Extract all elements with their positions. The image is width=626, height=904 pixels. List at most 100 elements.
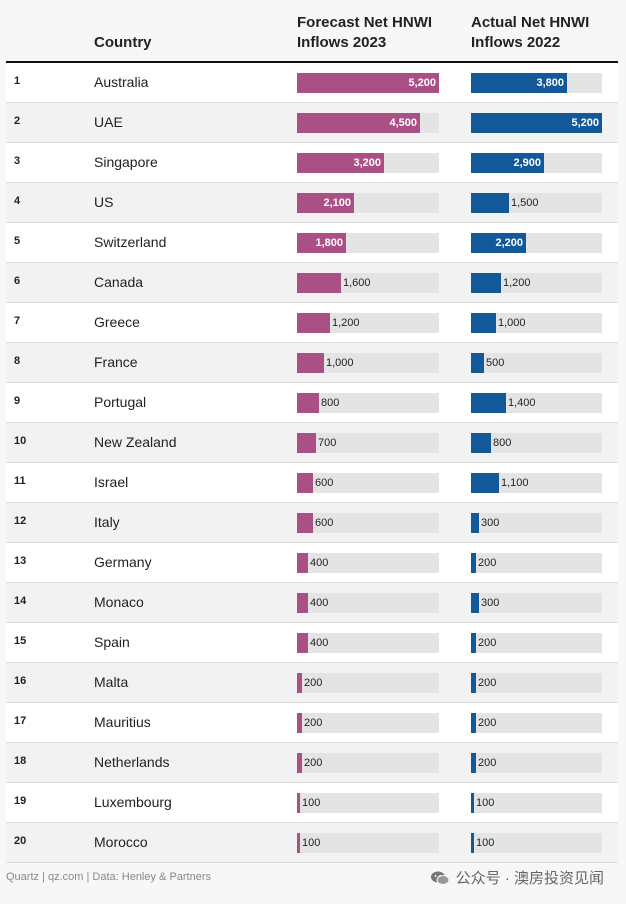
forecast-bar-track: 1,200 [297,313,439,333]
data-table: 1 Australia 5,200 3,800 2 UAE 4,500 5,200 3 Singa… [6,63,618,863]
forecast-bar [297,793,300,813]
rank-label: 12 [14,515,27,527]
actual-bar [471,713,476,733]
forecast-bar [297,233,346,253]
forecast-value-label: 200 [304,677,323,689]
actual-value-label: 5,200 [571,117,599,129]
actual-bar-track: 800 [471,433,602,453]
actual-value-label: 200 [478,637,497,649]
actual-bar [471,433,491,453]
actual-value-label: 800 [493,437,512,449]
table-row: 17 Mauritius 200 200 [6,703,618,743]
source-credit: Quartz | qz.com | Data: Henley & Partner… [6,871,212,883]
forecast-bar [297,833,300,853]
rank-label: 7 [14,315,21,327]
actual-bar [471,633,476,653]
actual-bar-track: 300 [471,513,602,533]
actual-bar-track: 300 [471,593,602,613]
actual-value-label: 200 [478,677,497,689]
country-label: New Zealand [94,434,177,450]
rank-label: 8 [14,355,21,367]
forecast-bar [297,553,308,573]
country-column-header: Country [94,34,152,51]
forecast-bar-track: 5,200 [297,73,439,93]
table-row: 15 Spain 400 200 [6,623,618,663]
country-label: Netherlands [94,754,170,770]
table-row: 14 Monaco 400 300 [6,583,618,623]
country-label: Germany [94,554,152,570]
forecast-bar-track: 1,000 [297,353,439,373]
table-row: 7 Greece 1,200 1,000 [6,303,618,343]
forecast-header-line1: Forecast Net HNWI [297,14,433,31]
table-row: 6 Canada 1,600 1,200 [6,263,618,303]
country-label: Morocco [94,834,148,850]
actual-bar [471,113,602,133]
actual-value-label: 300 [481,597,500,609]
rank-label: 11 [14,475,26,487]
rank-label: 5 [14,235,21,247]
rank-label: 20 [14,835,27,847]
forecast-value-label: 100 [302,797,321,809]
forecast-bar [297,753,302,773]
actual-bar-track: 2,200 [471,233,602,253]
forecast-bar-track: 200 [297,713,439,733]
rank-label: 6 [14,275,21,287]
watermark-text: 公众号 · 澳房投资见闻 [455,870,604,887]
forecast-bar-track: 200 [297,673,439,693]
actual-value-label: 200 [478,717,497,729]
forecast-value-label: 100 [302,837,321,849]
table-row: 5 Switzerland 1,800 2,200 [6,223,618,263]
country-label: UAE [94,114,123,130]
actual-value-label: 500 [486,357,505,369]
actual-bar [471,473,499,493]
table-row: 4 US 2,100 1,500 [6,183,618,223]
forecast-value-label: 400 [310,597,329,609]
actual-bar [471,233,526,253]
actual-bar [471,513,479,533]
table-row: 12 Italy 600 300 [6,503,618,543]
table-row: 20 Morocco 100 100 [6,823,618,863]
forecast-bar [297,593,308,613]
actual-value-label: 1,200 [503,277,531,289]
forecast-value-label: 200 [304,757,323,769]
rank-label: 10 [14,435,27,447]
actual-bar [471,353,484,373]
forecast-value-label: 3,200 [353,157,381,169]
rank-label: 13 [14,555,27,567]
actual-bar-track: 200 [471,673,602,693]
actual-bar-track: 1,000 [471,313,602,333]
forecast-bar-track: 400 [297,593,439,613]
table-row: 8 France 1,000 500 [6,343,618,383]
actual-bar [471,313,496,333]
actual-value-label: 1,400 [508,397,536,409]
header-rule [6,61,618,63]
rank-label: 18 [14,755,27,767]
actual-bar-track: 3,800 [471,73,602,93]
forecast-bar [297,433,316,453]
forecast-bar [297,353,324,373]
forecast-value-label: 600 [315,517,334,529]
table-row: 16 Malta 200 200 [6,663,618,703]
rank-label: 1 [14,75,21,87]
table-row: 13 Germany 400 200 [6,543,618,583]
table-row: 19 Luxembourg 100 100 [6,783,618,823]
forecast-value-label: 400 [310,637,329,649]
rank-label: 14 [14,595,27,607]
forecast-value-label: 1,000 [326,357,354,369]
actual-bar-track: 100 [471,793,602,813]
country-label: Spain [94,634,130,650]
actual-value-label: 300 [481,517,500,529]
country-label: France [94,354,138,370]
table-header: Country Forecast Net HNWI Inflows 2023 A… [0,0,626,63]
rank-label: 3 [14,155,21,167]
forecast-bar-track: 2,100 [297,193,439,213]
forecast-bar-track: 600 [297,473,439,493]
table-row: 11 Israel 600 1,100 [6,463,618,503]
forecast-value-label: 4,500 [389,117,417,129]
rank-label: 19 [14,795,27,807]
forecast-bar [297,193,354,213]
country-label: Greece [94,314,140,330]
actual-value-label: 1,100 [501,477,529,489]
actual-bar-track: 500 [471,353,602,373]
actual-bar [471,553,476,573]
